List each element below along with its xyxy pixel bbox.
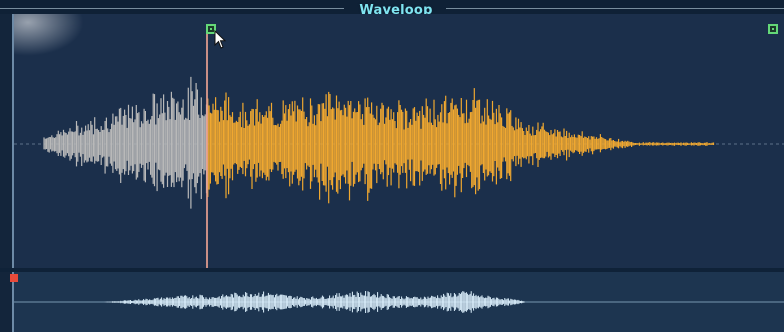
panel-glare xyxy=(14,14,84,56)
overview-wave xyxy=(104,291,525,313)
playhead-line[interactable] xyxy=(206,34,208,268)
title-rule-right xyxy=(446,8,784,9)
loop-region-wave xyxy=(207,88,715,204)
title-bar: Waveloop xyxy=(0,0,784,18)
pre-loop-wave xyxy=(43,76,208,209)
red-flag-icon[interactable] xyxy=(10,274,18,282)
mouse-pointer-icon xyxy=(214,30,227,49)
waveform-display[interactable] xyxy=(14,14,784,268)
waveform-editor[interactable] xyxy=(12,14,784,268)
overview-waveform[interactable] xyxy=(14,272,784,332)
overview-panel[interactable] xyxy=(12,272,784,332)
overview-divider xyxy=(0,268,784,272)
loop-start-marker[interactable] xyxy=(206,24,216,34)
loop-end-marker[interactable] xyxy=(768,24,778,34)
title-rule-left xyxy=(0,8,344,9)
